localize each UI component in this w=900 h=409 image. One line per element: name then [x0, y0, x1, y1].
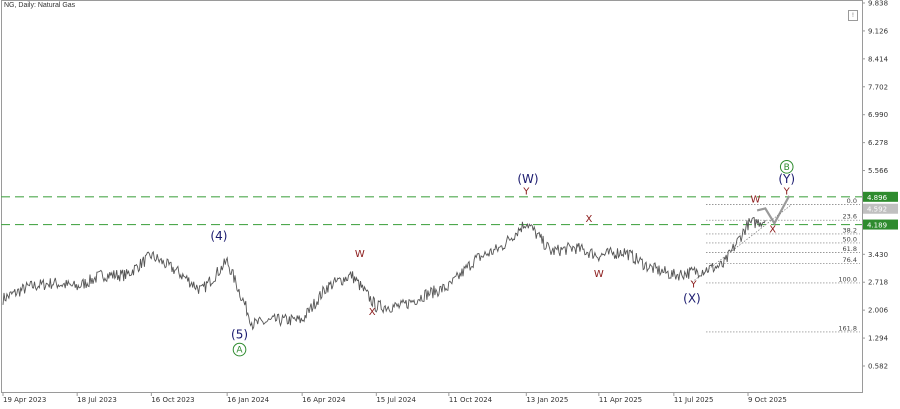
price-tag-label: 4.896: [867, 194, 888, 202]
x-tick-label: 11 Apr 2025: [599, 396, 642, 404]
wave-label: B: [784, 163, 790, 173]
price-tag-label: 4.592: [867, 206, 887, 214]
fib-level-label: 100.0: [838, 275, 857, 283]
trend-line: [691, 204, 792, 283]
x-tick-label: 11 Oct 2024: [449, 396, 493, 404]
x-tick-label: 18 Jul 2023: [77, 396, 117, 404]
fib-level-label: 0.0: [847, 197, 857, 205]
y-tick-label: 6.278: [868, 139, 888, 147]
fib-level-label: 161.8: [838, 324, 857, 332]
wave-label: X: [369, 307, 376, 318]
x-tick-label: 11 Jul 2025: [674, 396, 714, 404]
wave-label-circle: [779, 160, 794, 174]
wave-label: Y: [522, 187, 530, 198]
fib-level-label: 61.8: [843, 245, 857, 253]
x-tick-label: 16 Oct 2023: [151, 396, 194, 404]
wave-label: W: [594, 269, 604, 280]
y-tick-label: 2.718: [868, 279, 888, 287]
wave-label: Y: [690, 280, 698, 291]
y-tick-label: 0.582: [868, 363, 888, 371]
wave-label: X: [769, 225, 776, 236]
y-tick-label: 8.414: [868, 55, 889, 63]
y-tick-label: 1.294: [868, 335, 889, 343]
wave-label: Y: [783, 187, 791, 198]
x-tick-label: 15 Jul 2024: [376, 396, 416, 404]
x-tick-label: 16 Jan 2024: [227, 396, 270, 404]
price-series-line: [2, 216, 766, 331]
wave-label: (X): [683, 292, 701, 306]
fib-level-label: 38.2: [843, 226, 857, 234]
info-icon[interactable]: !: [848, 10, 858, 21]
y-tick-label: 9.838: [868, 0, 888, 8]
fib-level-label: 23.6: [843, 213, 857, 221]
wave-label-circle: [232, 342, 247, 357]
price-tag: [863, 191, 898, 202]
wave-label: W: [355, 249, 365, 260]
projection-path: [756, 195, 791, 226]
y-tick-label: 5.566: [868, 167, 889, 175]
fib-level-label: 76.4: [843, 256, 857, 264]
x-tick-label: 16 Apr 2024: [302, 396, 346, 404]
wave-label: (W): [517, 172, 538, 186]
wave-label: (5): [231, 328, 248, 342]
wave-label: X: [586, 214, 593, 225]
y-tick-label: 6.990: [868, 111, 888, 119]
y-tick-label: 2.006: [868, 307, 889, 315]
price-tag-label: 4.189: [867, 222, 887, 230]
fib-level-label: 50.0: [843, 235, 857, 243]
wave-label: A: [236, 346, 243, 356]
x-tick-label: 19 Apr 2023: [3, 396, 46, 404]
y-tick-label: 9.126: [868, 27, 889, 35]
x-tick-label: 13 Jan 2025: [526, 396, 568, 404]
price-tag: [863, 203, 898, 214]
wave-label: W: [750, 195, 760, 206]
chart-title: NG, Daily: Natural Gas: [4, 2, 76, 9]
y-tick-label: 7.702: [868, 83, 888, 91]
wave-label: (4): [210, 229, 227, 243]
wave-label: (Y): [778, 172, 795, 186]
x-tick-label: 9 Oct 2025: [748, 396, 787, 404]
price-tag: [863, 219, 898, 230]
y-tick-label: 3.430: [868, 251, 888, 259]
